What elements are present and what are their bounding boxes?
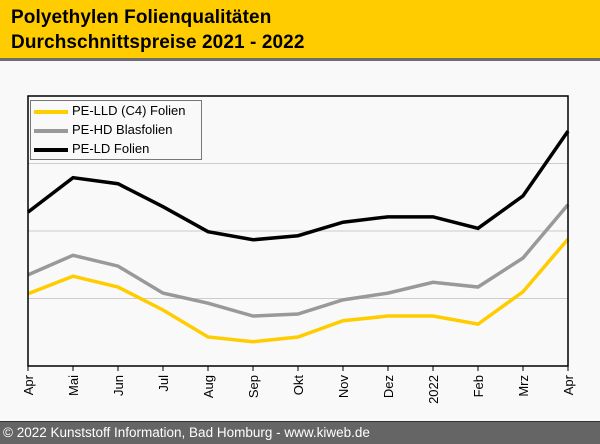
chart-subtitle: Durchschnittspreise 2021 - 2022	[11, 32, 305, 53]
legend-label-pe-hd: PE-HD Blasfolien	[72, 122, 173, 137]
footer: © 2022 Kunststoff Information, Bad Hombu…	[0, 421, 600, 444]
legend-swatch-pe-lld	[34, 110, 68, 114]
x-tick-label: Mrz	[516, 375, 531, 397]
x-tick-label: Aug	[201, 375, 216, 398]
legend-label-pe-ld: PE-LD Folien	[72, 141, 150, 156]
x-tick-label: Sep	[246, 375, 261, 398]
x-tick-label: 2022	[426, 375, 441, 404]
x-tick-label: Dez	[381, 375, 396, 398]
copyright-text: © 2022 Kunststoff Information, Bad Hombu…	[3, 425, 370, 440]
legend-swatch-pe-hd	[34, 129, 68, 133]
series-lines	[26, 130, 570, 344]
legend: PE-LLD (C4) Folien PE-HD Blasfolien PE-L…	[30, 100, 202, 160]
x-tick-label: Apr	[21, 374, 36, 395]
x-tick-label: Nov	[336, 375, 351, 399]
series-line-pe-ld-folien	[26, 130, 570, 242]
chart-header: Polyethylen Folienqualitäten Durchschnit…	[0, 0, 600, 61]
x-tick-label: Okt	[291, 375, 306, 396]
legend-label-pe-lld: PE-LLD (C4) Folien	[72, 103, 186, 118]
series-line-pe-lld-c4-folien	[27, 237, 570, 344]
x-axis: Apr Mai Jun Jul Aug Sep Okt Nov Dez 2022 Feb Mrz Apr	[21, 366, 576, 404]
chart-title: Polyethylen Folienqualitäten	[11, 7, 272, 28]
x-tick-label: Jul	[156, 375, 171, 392]
x-tick-label: Feb	[471, 375, 486, 397]
gridlines	[28, 163, 568, 299]
x-tick-label: Jun	[111, 375, 126, 396]
x-tick-label: Apr	[561, 374, 576, 395]
series-line-pe-hd-blasfolien	[27, 203, 570, 318]
x-tick-label: Mai	[66, 375, 81, 396]
legend-swatch-pe-ld	[34, 148, 68, 152]
